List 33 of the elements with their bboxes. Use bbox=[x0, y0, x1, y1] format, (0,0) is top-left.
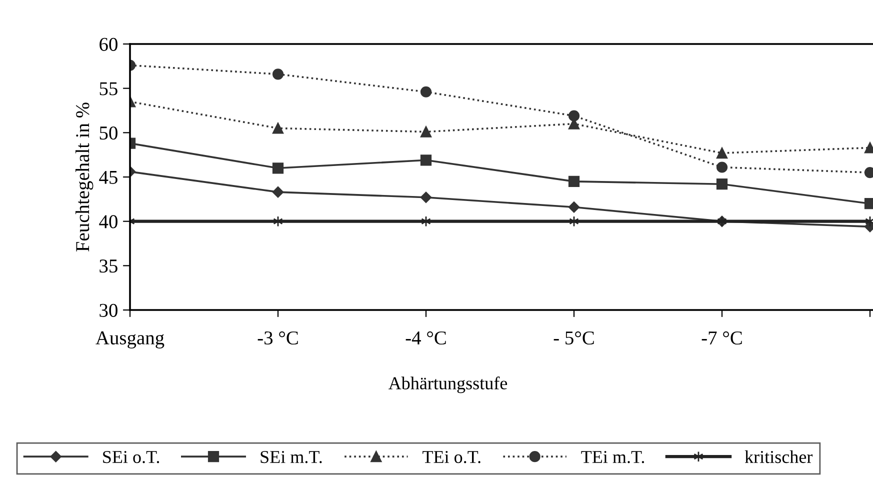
point bbox=[716, 148, 728, 159]
point bbox=[272, 162, 284, 174]
point bbox=[272, 122, 284, 134]
legend-label: TEi o.T. bbox=[422, 450, 480, 464]
y-tick-label: 50 bbox=[100, 126, 118, 140]
x-tick-label: -3 °C bbox=[258, 331, 298, 345]
legend-label: kritischer bbox=[744, 450, 813, 464]
point bbox=[272, 186, 284, 198]
x-axis-title: Abhärtungsstufe bbox=[388, 376, 508, 394]
point bbox=[420, 154, 432, 166]
point bbox=[420, 126, 432, 138]
legend-label: SEi o.T. bbox=[103, 450, 160, 464]
point bbox=[568, 202, 580, 213]
y-tick-label: 60 bbox=[100, 38, 118, 51]
y-tick-label: 35 bbox=[100, 260, 118, 273]
point bbox=[716, 162, 728, 173]
y-tick-label: 45 bbox=[99, 170, 118, 184]
x-tick-label: - 5°C bbox=[554, 331, 594, 345]
y-tick-label: 30 bbox=[100, 304, 118, 317]
x-tick-label: -4 °C bbox=[406, 331, 446, 345]
x-tick-label: Ausgang bbox=[96, 331, 164, 348]
point bbox=[716, 178, 728, 190]
legend-label: TEi m.T. bbox=[581, 450, 644, 464]
y-tick-label: 40 bbox=[99, 215, 118, 228]
y-axis-title: Feuchtegehalt in % bbox=[76, 102, 94, 252]
point bbox=[568, 176, 580, 187]
y-tick-label: 55 bbox=[100, 82, 118, 96]
point bbox=[420, 86, 432, 98]
point bbox=[568, 110, 580, 122]
x-tick-label: -7 °C bbox=[702, 331, 742, 345]
legend-label: SEi m.T. bbox=[260, 450, 322, 464]
point bbox=[272, 68, 284, 80]
point bbox=[420, 192, 432, 203]
